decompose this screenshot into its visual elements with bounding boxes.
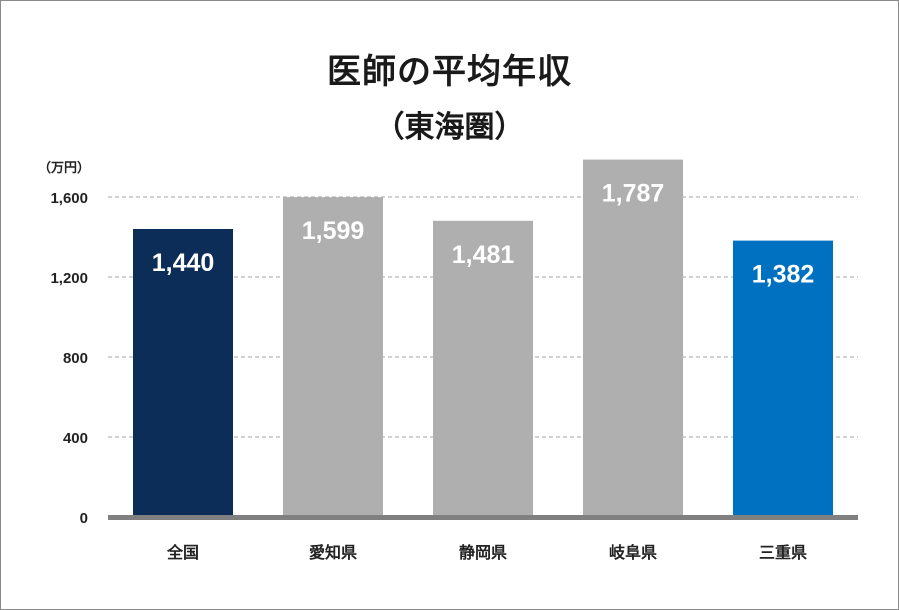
data-label: 1,382	[752, 261, 815, 289]
data-label: 1,440	[152, 249, 215, 277]
data-label: 1,599	[302, 217, 365, 245]
y-tick-label: 400	[63, 430, 88, 447]
x-tick-label: 全国	[166, 543, 199, 562]
x-tick-label: 三重県	[759, 543, 807, 562]
bar	[733, 240, 833, 517]
y-axis-unit-label: （万円）	[38, 160, 90, 176]
data-label: 1,787	[602, 180, 665, 208]
x-tick-label: 愛知県	[309, 543, 357, 562]
bar	[283, 197, 383, 517]
bar	[433, 220, 533, 518]
chart-title: 医師の平均年収	[327, 52, 572, 92]
axes: 0 400 800 1,200 1,600 全国 愛知県 静岡県 岐阜県 三重県	[50, 190, 858, 562]
chart-subtitle: （東海圏）	[374, 110, 525, 145]
x-axis-line	[108, 515, 858, 520]
y-tick-label: 1,200	[50, 270, 88, 287]
bar	[133, 229, 233, 517]
x-tick-label: 岐阜県	[609, 543, 657, 562]
y-tick-label: 1,600	[50, 190, 88, 207]
y-tick-label: 800	[63, 350, 88, 367]
data-label: 1,481	[452, 241, 515, 269]
x-tick-label: 静岡県	[459, 543, 507, 562]
bar	[583, 159, 683, 517]
bars: 1,440 1,599 1,481 1,787 1,382	[133, 159, 833, 518]
y-tick-label: 0	[80, 510, 88, 527]
